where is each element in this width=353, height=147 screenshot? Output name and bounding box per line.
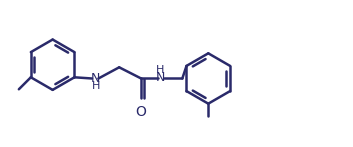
Text: O: O: [135, 105, 146, 119]
Text: H: H: [156, 65, 164, 75]
Text: H: H: [91, 81, 100, 91]
Text: N: N: [156, 71, 165, 84]
Text: N: N: [90, 72, 100, 85]
